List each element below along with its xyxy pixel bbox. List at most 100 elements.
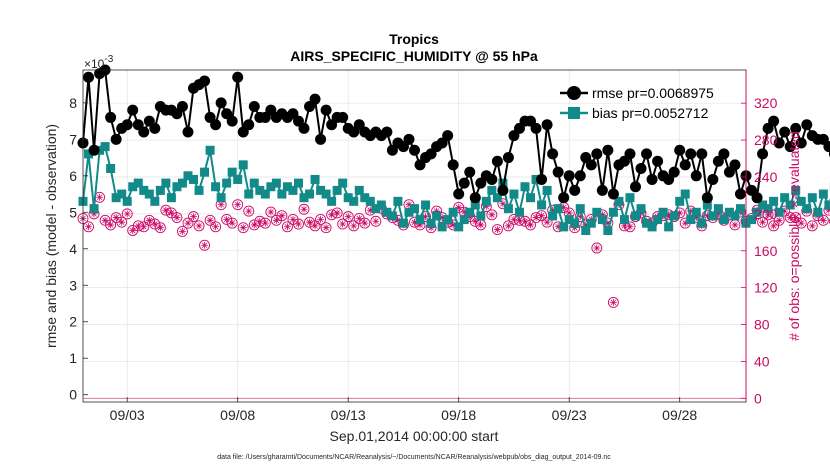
bias-point xyxy=(553,204,563,214)
obs-evaluated-point xyxy=(455,203,463,211)
obs-possible-point xyxy=(276,210,288,222)
bias-point xyxy=(432,211,442,221)
rmse-point xyxy=(624,148,636,160)
obs-evaluated-point xyxy=(510,215,518,223)
obs-possible-point xyxy=(828,218,830,225)
obs-evaluated-point xyxy=(598,211,606,219)
rmse-point xyxy=(530,122,542,134)
obs-evaluated-point xyxy=(250,221,258,229)
bias-point xyxy=(271,178,281,188)
rmse-point xyxy=(469,192,481,204)
obs-evaluated-point xyxy=(90,210,98,218)
obs-possible-point xyxy=(541,216,553,228)
obs-evaluated-point xyxy=(184,219,192,227)
obs-possible-point xyxy=(502,220,514,232)
rmse-point xyxy=(679,159,691,171)
bias-point xyxy=(133,178,143,188)
bias-point xyxy=(155,185,165,195)
obs-possible-point xyxy=(348,220,360,232)
obs-evaluated-point xyxy=(256,217,264,225)
y-left-tick-label: 2 xyxy=(69,314,77,330)
bias-point xyxy=(708,211,718,221)
obs-possible-point xyxy=(116,216,128,228)
rmse-point xyxy=(690,170,702,182)
ticks: 09/03 09/08 09/13 09/18 09/23 09/280123456780… xyxy=(69,70,778,423)
obs-evaluated-point xyxy=(543,218,551,226)
obs-possible-point xyxy=(149,218,161,230)
bias-point xyxy=(669,211,679,221)
bias-point xyxy=(332,185,342,195)
rmse-point xyxy=(502,152,514,164)
obs-evaluated-point xyxy=(134,222,142,230)
bias-point xyxy=(735,204,745,214)
obs-evaluated-point xyxy=(306,218,314,226)
rmse-point xyxy=(199,75,211,87)
obs-possible-point xyxy=(204,214,216,226)
bias-point xyxy=(802,204,812,214)
y-left-tick-label: 4 xyxy=(69,241,77,257)
x-tick-label: 09/28 xyxy=(662,407,697,423)
obs-evaluated-point xyxy=(504,222,512,230)
bias-point xyxy=(785,200,795,210)
bias-point xyxy=(166,193,176,203)
obs-evaluated-point xyxy=(118,218,126,226)
y-left-tick-label: 5 xyxy=(69,204,77,220)
obs-evaluated-point xyxy=(560,203,568,211)
bias-point xyxy=(807,193,817,203)
obs-possible-point xyxy=(309,220,321,232)
obs-evaluated-point xyxy=(538,212,546,220)
obs-evaluated-point xyxy=(234,201,242,209)
rmse-point xyxy=(729,159,741,171)
rmse-point xyxy=(442,130,454,142)
obs-evaluated-point xyxy=(129,226,137,234)
rmse-point xyxy=(464,166,476,178)
y-left-tick-label: 1 xyxy=(69,350,77,366)
rmse-point xyxy=(585,159,597,171)
obs-evaluated-point xyxy=(488,211,496,219)
bias-point xyxy=(100,142,110,152)
obs-evaluated-point xyxy=(294,220,302,228)
bias-point xyxy=(349,196,359,206)
y-right-tick-label: 160 xyxy=(754,243,778,259)
obs-evaluated-point xyxy=(278,212,286,220)
bias-point xyxy=(437,222,447,232)
obs-evaluated-point xyxy=(372,217,380,225)
bias-point xyxy=(393,196,403,206)
rmse-point xyxy=(149,122,161,134)
obs-evaluated-point xyxy=(405,201,413,209)
obs-evaluated-point xyxy=(532,214,540,222)
bias-point xyxy=(448,207,458,217)
obs-evaluated-point xyxy=(665,211,673,219)
bias-point xyxy=(492,193,502,203)
chart-subtitle: AIRS_SPECIFIC_HUMIDITY @ 55 hPa xyxy=(290,48,538,64)
rmse-point xyxy=(547,148,559,160)
obs-evaluated-point xyxy=(212,223,220,231)
bias-point xyxy=(503,204,513,214)
y-left-tick-label: 6 xyxy=(69,168,77,184)
left-axis-exponent: ×10-3 xyxy=(84,54,114,71)
rmse-point xyxy=(248,100,260,112)
obs-evaluated-point xyxy=(493,226,501,234)
rmse-point xyxy=(127,104,139,116)
bias-point xyxy=(89,204,99,214)
bias-point xyxy=(780,193,790,203)
obs-evaluated-point xyxy=(582,221,590,229)
legend: rmse pr=0.0068975 bias pr=0.0052712 xyxy=(560,85,714,121)
bias-point xyxy=(106,164,116,174)
obs-evaluated-point xyxy=(300,205,308,213)
x-tick-label: 09/13 xyxy=(331,407,366,423)
obs-evaluated-point xyxy=(107,221,115,229)
obs-evaluated-point xyxy=(350,222,358,230)
rmse-point xyxy=(298,122,310,134)
obs-evaluated-point xyxy=(687,207,695,215)
obs-evaluated-point xyxy=(328,211,336,219)
obs-evaluated-point xyxy=(361,219,369,227)
bias-point xyxy=(454,222,464,232)
bias-point xyxy=(277,189,287,199)
rmse-point xyxy=(596,184,608,196)
obs-possible-point xyxy=(806,220,818,232)
obs-evaluated-point xyxy=(775,216,783,224)
bias-point xyxy=(559,222,569,232)
bias-point xyxy=(647,222,657,232)
bias-point xyxy=(570,218,580,228)
